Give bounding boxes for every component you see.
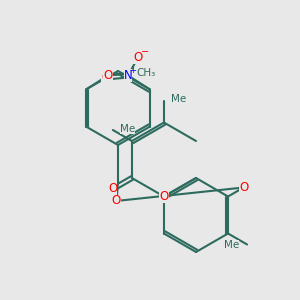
Text: Me: Me [171, 94, 186, 104]
Text: Me: Me [120, 124, 135, 134]
Text: O: O [159, 190, 169, 203]
Text: N: N [124, 69, 132, 82]
Text: CH₃: CH₃ [136, 68, 155, 79]
Text: O: O [111, 194, 121, 208]
Text: O: O [134, 51, 143, 64]
Text: O: O [103, 69, 112, 82]
Text: Me: Me [224, 239, 239, 250]
Text: O: O [101, 71, 111, 84]
Text: −: − [141, 47, 149, 58]
Text: +: + [130, 66, 136, 75]
Text: O: O [239, 181, 248, 194]
Text: O: O [108, 182, 118, 196]
